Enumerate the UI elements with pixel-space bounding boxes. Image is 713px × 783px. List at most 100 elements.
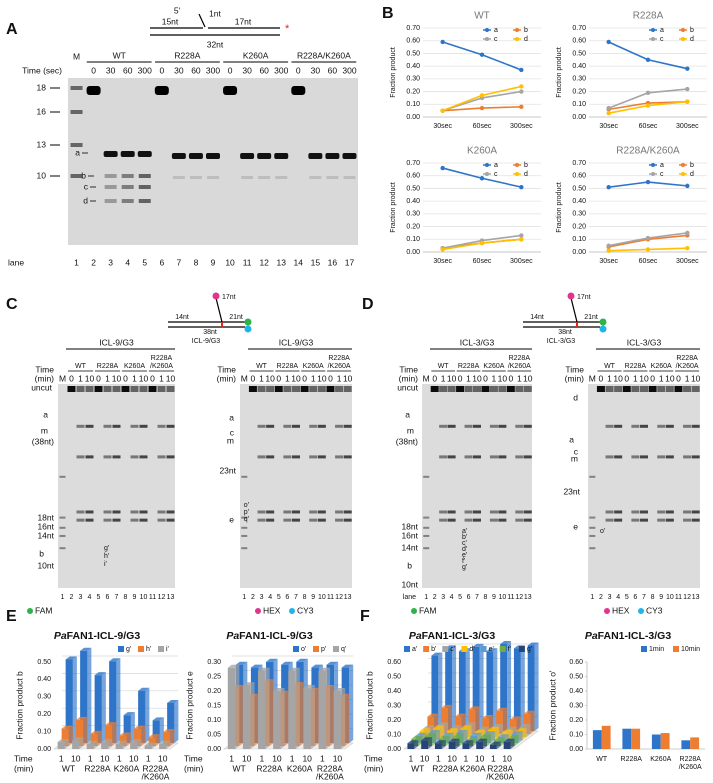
bar-side <box>345 693 350 746</box>
y-axis-label: Fraction product b <box>14 671 24 740</box>
gel-band <box>498 424 507 428</box>
time-value: 1 <box>259 373 264 383</box>
lane-number: 15 <box>311 257 321 267</box>
bar <box>631 728 641 749</box>
y-axis-label: Fraction product b <box>364 671 374 740</box>
dye-dot <box>255 608 261 614</box>
schematic-label: 1nt <box>209 8 221 18</box>
schematic-label: 21nt <box>584 314 598 321</box>
gel-band <box>166 386 175 392</box>
gel-band <box>103 510 112 514</box>
y-tick-label: 0.20 <box>572 88 586 95</box>
chart-title: PaFAN1-ICL-3/G3 <box>409 630 496 642</box>
gel-band <box>257 518 266 522</box>
bar-top <box>65 656 77 660</box>
time-value: 300 <box>342 65 356 75</box>
bar <box>601 725 611 749</box>
time-value: 1 <box>607 373 612 383</box>
gel-band <box>614 424 623 428</box>
gel-band <box>206 153 220 159</box>
bar <box>303 688 311 749</box>
gel-band <box>85 518 94 522</box>
y-tick-label: 0.20 <box>406 88 420 95</box>
band-label: c <box>230 427 235 437</box>
bar-top <box>72 737 84 741</box>
gel-band <box>120 151 135 157</box>
legend-marker <box>515 28 519 32</box>
y-tick-label: 0.10 <box>572 101 586 108</box>
lane-header: M <box>73 51 80 61</box>
bar-side <box>452 645 457 731</box>
gel-band <box>648 386 657 392</box>
lane-number: 7 <box>642 594 646 601</box>
data-point <box>440 108 445 113</box>
time-value: 10 <box>639 373 649 383</box>
time-value: 0 <box>483 373 488 383</box>
group-label: R228A/K260A <box>297 50 351 60</box>
gel-band <box>326 176 339 179</box>
gel-band <box>166 424 175 428</box>
bar-side <box>326 667 331 749</box>
bar-side <box>507 641 512 731</box>
legend-marker <box>681 28 685 32</box>
gel-band <box>439 386 448 392</box>
gel-band <box>423 547 430 550</box>
gel-band <box>240 153 255 159</box>
bar-side <box>166 740 171 749</box>
lane-number: 6 <box>106 594 110 601</box>
x-tick-label: 10 <box>71 753 81 763</box>
bar-side <box>432 732 437 746</box>
bar-top <box>441 704 453 708</box>
group-label: R228A <box>625 363 647 370</box>
legend-label: i' <box>166 646 169 653</box>
gel-band <box>139 386 148 392</box>
y-tick-label: 0.30 <box>207 659 221 666</box>
x-tick-label: 1 <box>491 753 496 763</box>
gel-band <box>657 510 666 514</box>
bar-top <box>505 726 517 730</box>
legend-swatch <box>138 646 144 652</box>
gel-band <box>423 534 430 537</box>
gel-band <box>515 518 524 522</box>
bar-top <box>492 723 504 727</box>
y-tick-label: 0.10 <box>37 728 51 735</box>
time-label: (min) <box>565 373 585 383</box>
data-point <box>606 39 611 45</box>
bar <box>441 707 449 734</box>
y-tick-label: 0.00 <box>406 114 420 121</box>
time-value: 10 <box>447 373 457 383</box>
bar-top <box>480 734 492 738</box>
band-label: c <box>574 446 579 456</box>
legend-label: b <box>524 162 528 169</box>
group-label: /K260A <box>316 771 344 781</box>
data-point <box>606 105 611 111</box>
data-point <box>645 247 651 252</box>
x-tick-label: 10 <box>302 753 312 763</box>
legend-marker <box>515 172 519 176</box>
gel-band <box>85 386 94 392</box>
y-tick-label: 0.50 <box>572 50 586 57</box>
bar <box>421 740 429 749</box>
y-tick-label: 0.30 <box>572 211 586 218</box>
chart-title: PaFAN1-ICL-3/G3 <box>585 630 672 642</box>
dye-label: CY3 <box>646 605 663 615</box>
bar-top <box>474 729 486 733</box>
group-label: WT <box>113 50 126 60</box>
bar <box>476 741 484 749</box>
y-axis-label: Fraction product e <box>184 671 194 740</box>
y-tick-label: 0.00 <box>572 114 586 121</box>
y-tick-label: 0.30 <box>572 76 586 83</box>
bar <box>258 670 266 749</box>
time-value: 30 <box>174 65 184 75</box>
legend-label: 1min <box>649 646 664 653</box>
lane-number: 10 <box>318 594 326 601</box>
bar-side <box>473 737 478 746</box>
group-label: WT <box>62 763 75 773</box>
schematic-label: 17nt <box>235 16 252 26</box>
group-label: R228A <box>509 355 531 362</box>
legend-label: b <box>690 27 694 34</box>
band-label: m <box>41 425 48 435</box>
legend-swatch <box>333 646 339 652</box>
bar-top <box>446 728 458 732</box>
lane-number: 13 <box>344 594 352 601</box>
